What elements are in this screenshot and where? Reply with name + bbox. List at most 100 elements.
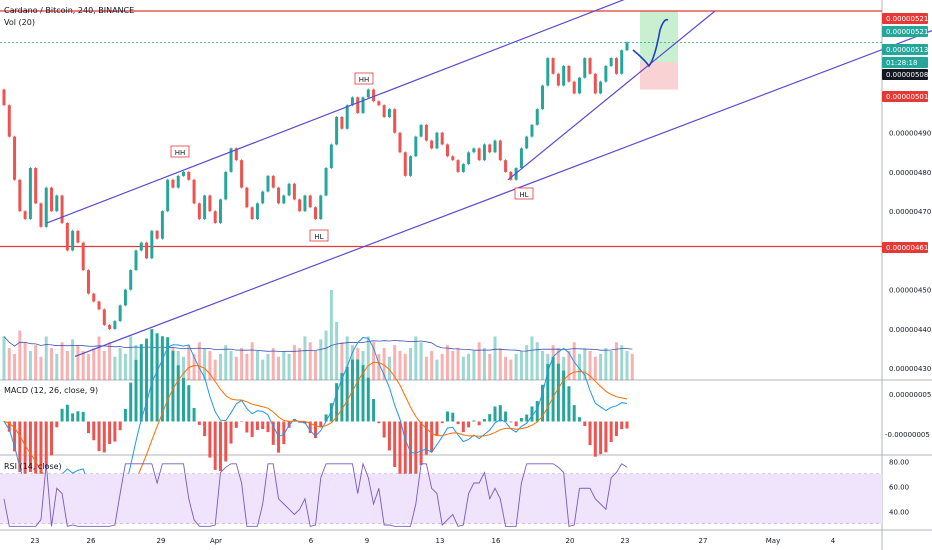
macd-histogram-bar [213, 421, 217, 470]
candle-body [2, 89, 6, 106]
candle [556, 72, 560, 87]
volume-bar [382, 348, 386, 380]
candle-body [530, 124, 534, 137]
macd-histogram-bar [419, 421, 423, 465]
macd-histogram-bar [387, 421, 391, 451]
volume-bar [620, 345, 624, 380]
volume-bar [530, 336, 534, 380]
candle [525, 135, 529, 150]
candle [419, 123, 423, 138]
macd-histogram-bar [482, 419, 486, 422]
candle [97, 300, 101, 311]
volume-bar [477, 342, 481, 380]
candle [372, 88, 376, 103]
candle-body [482, 144, 486, 161]
macd-histogram-bar [76, 411, 80, 422]
price-tick: 0.00000450 [889, 287, 931, 295]
candle [134, 249, 138, 272]
candle [314, 206, 317, 221]
candle-body [118, 305, 122, 322]
candle [113, 320, 117, 330]
macd-histogram-bar [319, 421, 323, 428]
candle-body [155, 230, 159, 239]
projection-curve [632, 18, 669, 68]
volume-bar [509, 359, 513, 380]
candle-body [356, 97, 360, 114]
candle-body [461, 164, 465, 172]
candle-body [208, 195, 212, 212]
macd-histogram-bar [218, 421, 222, 471]
candle-body [34, 168, 38, 204]
price-tag-label: 0.00000501 [886, 93, 928, 101]
candle-body [266, 175, 270, 192]
candle-body [577, 77, 581, 94]
rsi-tick: 40.00 [889, 508, 909, 516]
candle-body [282, 195, 286, 204]
candle-body [92, 293, 96, 302]
candle [303, 194, 307, 213]
macd-histogram-bar [208, 421, 212, 458]
candle-body [213, 211, 217, 223]
macd-histogram-bar [477, 421, 481, 426]
candle-body [551, 58, 555, 74]
price-tick: 0.00000430 [889, 365, 931, 373]
candle-body [456, 160, 460, 172]
macd-histogram-bar [398, 421, 402, 476]
volume-bar [504, 356, 508, 380]
volume-bar [287, 353, 291, 380]
candle-body [261, 191, 265, 204]
price-tag [882, 44, 928, 55]
candle-body [39, 203, 43, 227]
macd-histogram-bar [609, 421, 613, 442]
volume-bar [456, 348, 460, 380]
volume-bar [414, 336, 418, 380]
candle-body [271, 175, 275, 188]
candle [55, 194, 59, 213]
candle-body [393, 109, 397, 133]
volume-bar [567, 350, 571, 380]
volume-bar [488, 353, 492, 380]
volume-bar [192, 353, 196, 380]
macd-histogram-bar [55, 421, 59, 428]
volume-bar [261, 359, 265, 380]
macd-histogram-bar [129, 382, 133, 422]
candle-body [65, 222, 69, 251]
candle [609, 57, 613, 67]
candle [477, 147, 481, 162]
volume-bar [298, 348, 302, 380]
volume-bar [86, 353, 90, 380]
macd-histogram-bar [245, 421, 249, 433]
candle-body [324, 168, 328, 196]
macd-histogram-bar [23, 421, 27, 485]
volume-bar [577, 353, 581, 380]
macd-histogram-bar [261, 421, 265, 430]
time-tick: 6 [309, 537, 314, 545]
macd-histogram-bar [620, 421, 624, 430]
candle-body [13, 136, 17, 180]
macd-histogram-bar [366, 377, 370, 422]
candle [377, 100, 381, 107]
price-tag [882, 26, 928, 37]
macd-histogram-bar [546, 364, 550, 422]
pivot-label-box [514, 187, 534, 200]
candle [192, 178, 196, 205]
candle [240, 159, 244, 189]
volume-bar [435, 359, 439, 380]
candle [166, 178, 170, 213]
macd-histogram-bar [234, 421, 238, 428]
candle [588, 57, 592, 75]
volume-bar [482, 348, 486, 380]
candle [298, 198, 302, 213]
macd-histogram-bar [461, 421, 465, 433]
candle [366, 88, 370, 99]
volume-bar [445, 345, 449, 380]
price-tick: 0.00000480 [889, 169, 931, 177]
candle-body [604, 65, 608, 82]
candle [593, 72, 597, 95]
time-tick: 23 [31, 537, 40, 545]
candle [187, 170, 191, 181]
candle [604, 64, 608, 83]
candle-body [609, 58, 613, 66]
macd-histogram-bar [7, 421, 11, 432]
